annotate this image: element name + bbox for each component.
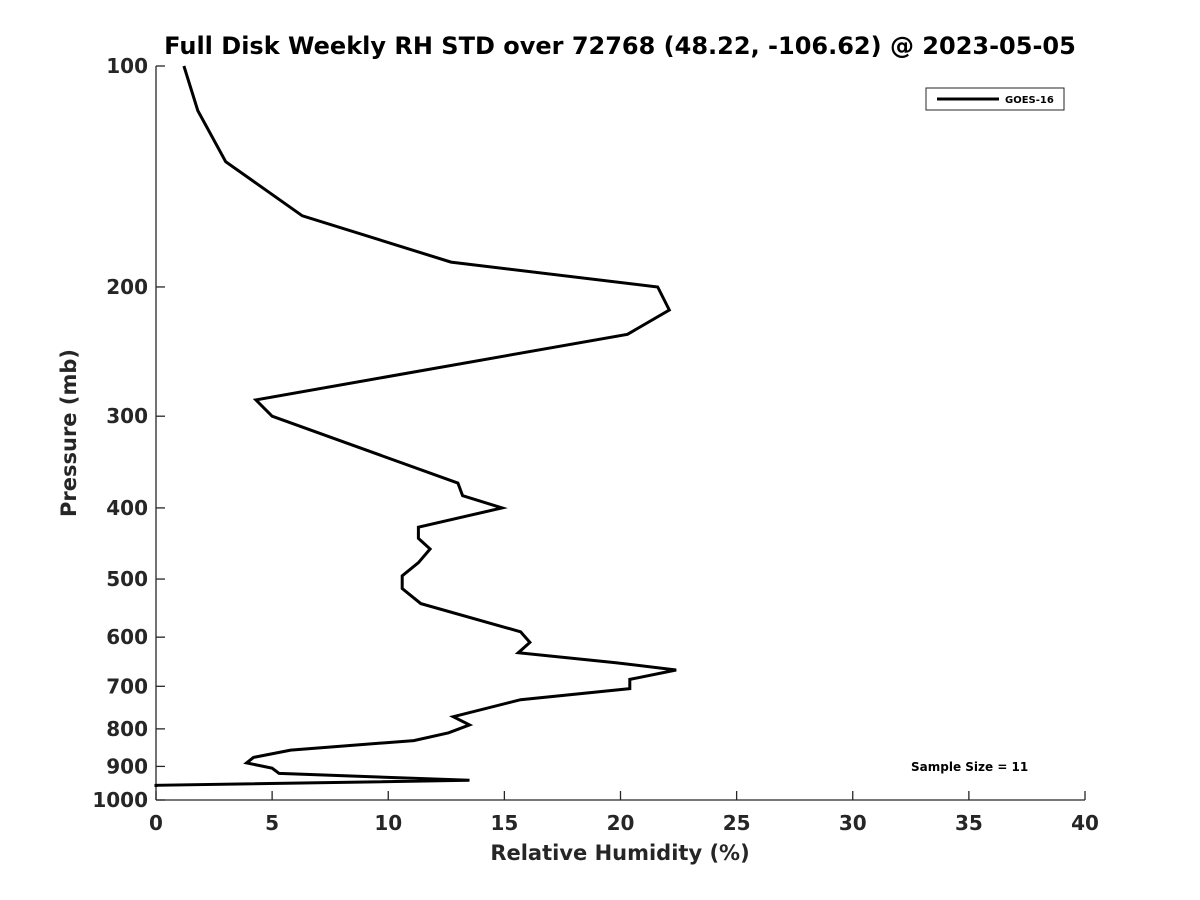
y-axis-label: Pressure (mb): [57, 349, 81, 517]
x-tick-label: 20: [607, 811, 635, 835]
y-tick-label: 100: [106, 54, 148, 78]
y-tick-label: 700: [106, 674, 148, 698]
y-tick-label: 800: [106, 717, 148, 741]
x-tick-label: 5: [265, 811, 279, 835]
x-tick-label: 15: [490, 811, 518, 835]
y-tick-label: 500: [106, 567, 148, 591]
x-tick-label: 0: [149, 811, 163, 835]
x-tick-label: 10: [374, 811, 402, 835]
x-tick-label: 30: [839, 811, 867, 835]
sample-size-annotation: Sample Size = 11: [911, 760, 1028, 774]
x-tick-label: 25: [723, 811, 751, 835]
y-tick-label: 600: [106, 625, 148, 649]
series-line-goes-16: [154, 65, 677, 787]
x-tick-label: 40: [1071, 811, 1099, 835]
legend-label-goes-16: GOES-16: [1005, 95, 1054, 106]
y-ticks: 100 200 300 400 500 600 700 800 900 1000: [92, 54, 165, 812]
x-ticks: 0 5 10 15 20 25 30 35 40: [149, 791, 1099, 835]
legend: GOES-16: [925, 87, 1065, 111]
y-tick-label: 400: [106, 496, 148, 520]
chart-title: Full Disk Weekly RH STD over 72768 (48.2…: [164, 32, 1076, 60]
y-tick-label: 300: [106, 404, 148, 428]
y-tick-label: 1000: [92, 788, 148, 812]
x-axis-label: Relative Humidity (%): [490, 841, 749, 865]
y-tick-label: 900: [106, 754, 148, 778]
y-tick-label: 200: [106, 275, 148, 299]
x-tick-label: 35: [955, 811, 983, 835]
